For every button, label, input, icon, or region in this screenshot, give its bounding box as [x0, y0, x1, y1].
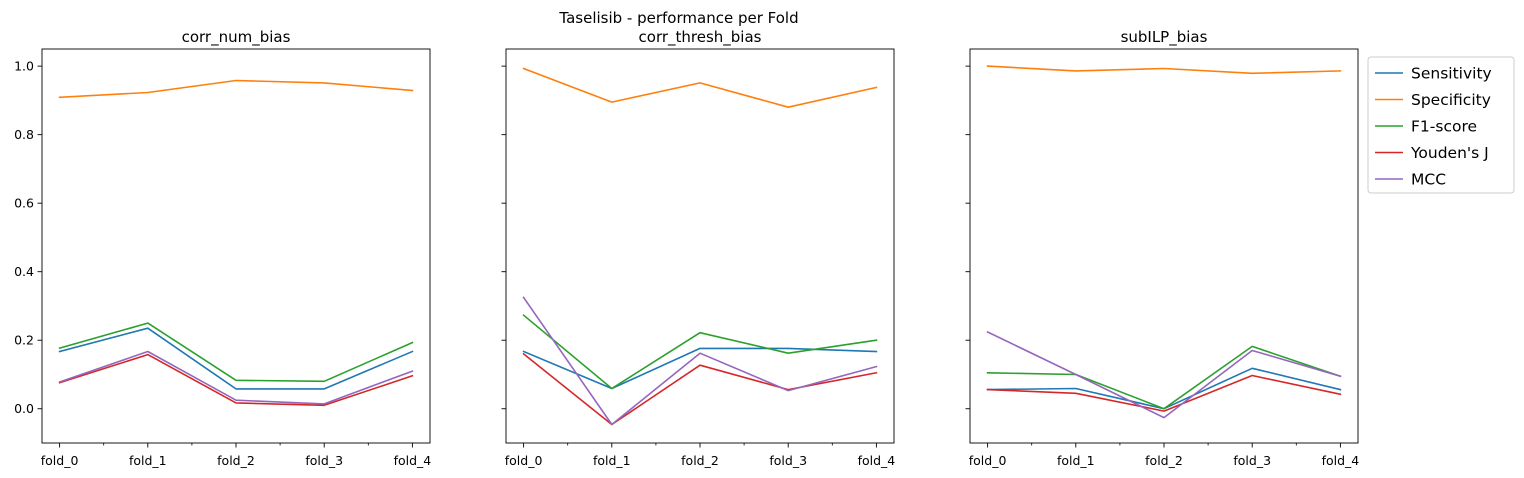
series-line — [986, 65, 1342, 75]
series-line — [58, 322, 414, 383]
series-line — [522, 67, 878, 108]
x-tick-label: fold_0 — [505, 453, 543, 468]
series-line — [986, 345, 1342, 410]
panel-title: corr_thresh_bias — [639, 28, 762, 47]
series-line — [522, 352, 878, 426]
y-tick-label: 0.8 — [14, 127, 34, 142]
x-tick-label: fold_4 — [394, 453, 432, 468]
series-line — [58, 353, 414, 407]
x-tick-label: fold_1 — [129, 453, 167, 468]
y-tick-label: 0.4 — [14, 264, 34, 279]
x-tick-label: fold_2 — [681, 453, 719, 468]
series-line — [986, 374, 1342, 412]
x-tick-label: fold_4 — [858, 453, 896, 468]
panel-title: subILP_bias — [1121, 28, 1208, 47]
x-tick-label: fold_4 — [1322, 453, 1360, 468]
series-line — [58, 350, 414, 405]
x-tick-label: fold_3 — [305, 453, 343, 468]
chart-suptitle: Taselisib - performance per Fold — [558, 9, 798, 27]
x-tick-label: fold_1 — [1057, 453, 1095, 468]
x-tick-label: fold_0 — [969, 453, 1007, 468]
panel-title: corr_num_bias — [182, 28, 291, 47]
axes-frame — [41, 48, 431, 444]
legend-label: MCC — [1411, 171, 1446, 189]
axes-frame — [969, 48, 1359, 444]
x-tick-label: fold_3 — [769, 453, 807, 468]
series-line — [58, 327, 414, 390]
y-tick-label: 0.2 — [14, 333, 34, 348]
series-line — [58, 79, 414, 99]
series-line — [522, 314, 878, 390]
y-tick-label: 0.6 — [14, 196, 34, 211]
legend-label: Youden's J — [1410, 144, 1489, 162]
y-tick-label: 1.0 — [14, 59, 34, 74]
legend-label: F1-score — [1411, 118, 1477, 136]
y-tick-label: 0.0 — [14, 401, 34, 416]
x-tick-label: fold_2 — [217, 453, 255, 468]
x-tick-label: fold_0 — [41, 453, 79, 468]
series-line — [522, 296, 878, 426]
axes-frame — [505, 48, 895, 444]
legend-label: Specificity — [1411, 91, 1491, 109]
x-tick-label: fold_1 — [593, 453, 631, 468]
legend-label: Sensitivity — [1411, 65, 1492, 83]
series-line — [986, 330, 1342, 419]
x-tick-label: fold_3 — [1233, 453, 1271, 468]
x-tick-label: fold_2 — [1145, 453, 1183, 468]
legend-box — [1367, 56, 1515, 194]
